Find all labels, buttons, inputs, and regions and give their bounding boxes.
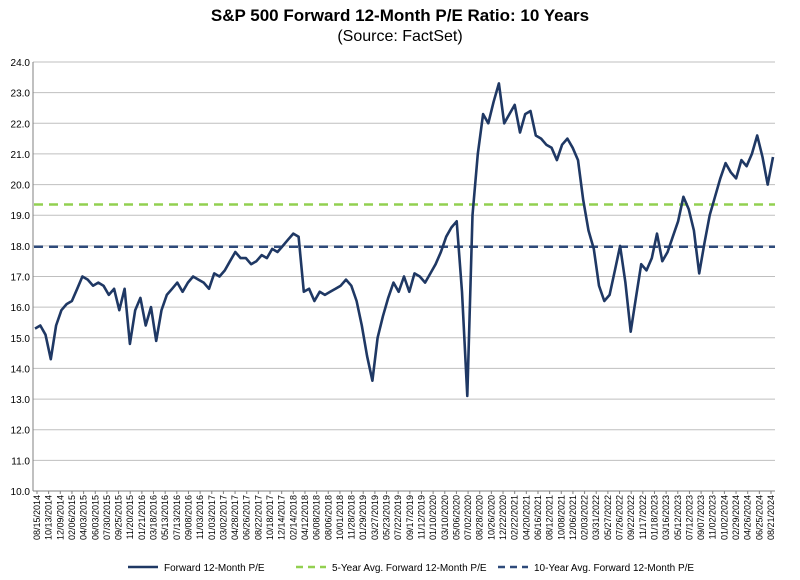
x-tick-label: 10/13/2014	[44, 495, 54, 540]
x-tick-label: 09/25/2015	[114, 495, 124, 540]
x-tick-label: 04/03/2015	[79, 495, 89, 540]
legend-five-year-avg-label: 5-Year Avg. Forward 12-Month P/E	[332, 563, 487, 574]
y-tick-label: 22.0	[11, 119, 31, 130]
x-tick-label: 08/12/2021	[545, 495, 555, 540]
x-tick-label: 05/23/2019	[382, 495, 392, 540]
x-tick-label: 06/25/2024	[754, 495, 764, 540]
x-tick-label: 10/01/2018	[335, 495, 345, 540]
x-tick-label: 10/18/2017	[265, 495, 275, 540]
y-tick-label: 18.0	[11, 242, 31, 253]
x-tick-label: 02/03/2022	[580, 495, 590, 540]
x-tick-label: 08/06/2018	[323, 495, 333, 540]
x-tick-label: 12/22/2020	[498, 495, 508, 540]
x-tick-label: 04/20/2021	[521, 495, 531, 540]
x-tick-label: 07/22/2019	[393, 495, 403, 540]
x-tick-label: 09/17/2019	[405, 495, 415, 540]
x-tick-label: 10/26/2020	[486, 495, 496, 540]
x-tick-label: 05/27/2022	[603, 495, 613, 540]
x-tick-label: 03/27/2019	[370, 495, 380, 540]
x-tick-label: 06/03/2015	[90, 495, 100, 540]
x-tick-label: 04/12/2018	[300, 495, 310, 540]
x-tick-label: 05/12/2023	[673, 495, 683, 540]
x-tick-label: 08/28/2020	[475, 495, 485, 540]
y-tick-label: 24.0	[11, 58, 31, 69]
x-tick-label: 09/07/2023	[696, 495, 706, 540]
x-tick-label: 12/14/2017	[277, 495, 287, 540]
x-tick-label: 07/26/2022	[615, 495, 625, 540]
x-tick-label: 07/13/2016	[172, 495, 182, 540]
legend-forward-pe-label: Forward 12-Month P/E	[164, 563, 265, 574]
x-tick-label: 07/12/2023	[684, 495, 694, 540]
x-tick-label: 11/28/2018	[347, 495, 357, 539]
x-tick-label: 03/18/2016	[149, 495, 159, 540]
x-tick-label: 04/28/2017	[230, 495, 240, 540]
y-tick-label: 13.0	[11, 395, 31, 406]
x-tick-label: 06/26/2017	[242, 495, 252, 540]
y-tick-label: 17.0	[11, 273, 31, 284]
x-tick-label: 08/22/2017	[253, 495, 263, 540]
x-tick-label: 11/03/2016	[195, 495, 205, 539]
x-tick-label: 03/02/2017	[218, 495, 228, 540]
x-tick-label: 06/16/2021	[533, 495, 543, 540]
y-tick-label: 11.0	[11, 456, 30, 467]
x-tick-label: 12/06/2021	[568, 495, 578, 540]
chart-subtitle: (Source: FactSet)	[337, 28, 463, 45]
x-tick-label: 03/31/2022	[591, 495, 601, 540]
x-tick-label: 10/08/2021	[556, 495, 566, 540]
y-tick-label: 16.0	[11, 303, 31, 314]
x-tick-label: 03/10/2020	[440, 495, 450, 540]
x-tick-label: 09/22/2022	[626, 495, 636, 540]
x-tick-label: 05/06/2020	[451, 495, 461, 540]
x-tick-label: 12/09/2014	[55, 495, 65, 540]
x-tick-label: 01/10/2020	[428, 495, 438, 540]
forward-pe-line	[34, 82, 775, 398]
x-tick-label: 01/18/2023	[649, 495, 659, 540]
y-tick-label: 19.0	[11, 211, 31, 222]
x-tick-label: 02/06/2015	[67, 495, 77, 540]
x-tick-label: 02/22/2021	[510, 495, 520, 540]
x-tick-label: 03/16/2023	[661, 495, 671, 540]
y-tick-label: 14.0	[11, 364, 31, 375]
x-tick-label: 09/08/2016	[183, 495, 193, 540]
x-tick-label: 04/26/2024	[743, 495, 753, 540]
y-tick-label: 15.0	[11, 334, 31, 345]
y-tick-label: 10.0	[11, 487, 31, 498]
x-tick-label: 11/02/2023	[708, 495, 718, 539]
x-tick-label: 11/17/2022	[638, 495, 648, 539]
x-tick-label: 11/20/2015	[125, 495, 135, 539]
x-tick-label: 08/21/2024	[766, 495, 776, 540]
x-tick-label: 02/14/2018	[288, 495, 298, 540]
x-tick-label: 07/30/2015	[102, 495, 112, 540]
x-tick-label: 01/29/2019	[358, 495, 368, 540]
y-tick-label: 23.0	[11, 89, 31, 100]
x-tick-label: 11/12/2019	[416, 495, 426, 539]
legend-ten-year-avg-label: 10-Year Avg. Forward 12-Month P/E	[534, 563, 694, 574]
x-tick-label: 01/03/2017	[207, 495, 217, 540]
y-tick-label: 20.0	[11, 181, 31, 192]
y-tick-label: 12.0	[11, 426, 31, 437]
x-tick-label: 02/29/2024	[731, 495, 741, 540]
x-tick-label: 08/15/2014	[32, 495, 42, 540]
chart-title: S&P 500 Forward 12-Month P/E Ratio: 10 Y…	[210, 6, 590, 25]
x-tick-label: 01/21/2016	[137, 495, 147, 540]
y-tick-label: 21.0	[11, 150, 31, 161]
x-tick-label: 07/02/2020	[463, 495, 473, 540]
x-tick-label: 05/13/2016	[160, 495, 170, 540]
x-tick-label: 01/02/2024	[719, 495, 729, 540]
x-tick-label: 06/08/2018	[312, 495, 322, 540]
